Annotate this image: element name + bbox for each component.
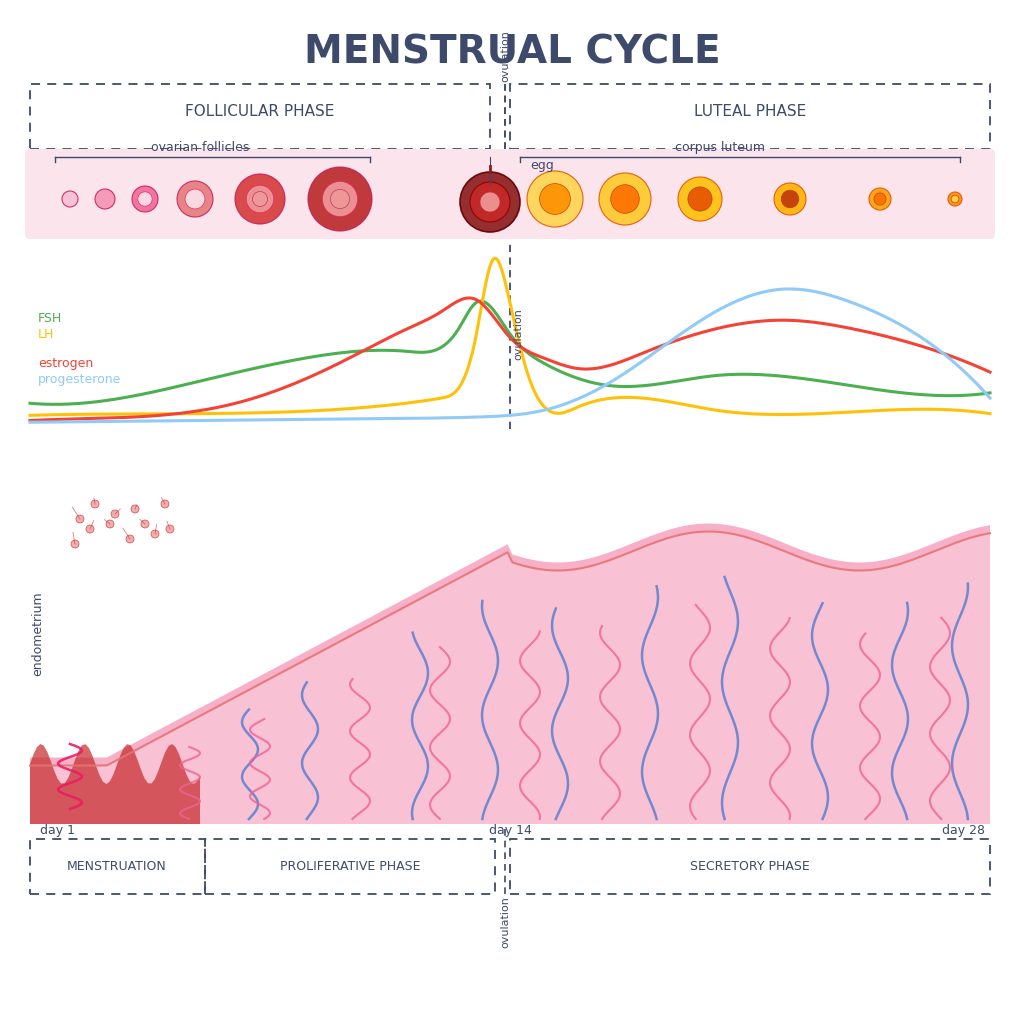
Text: MENSTRUAL CYCLE: MENSTRUAL CYCLE [304, 34, 720, 72]
Circle shape [234, 174, 285, 224]
Circle shape [323, 181, 357, 217]
Text: ovulation: ovulation [500, 896, 510, 948]
Circle shape [132, 186, 158, 212]
Text: egg: egg [530, 160, 554, 172]
Polygon shape [30, 523, 990, 766]
Circle shape [151, 530, 159, 538]
Circle shape [610, 184, 639, 213]
Circle shape [331, 189, 349, 209]
FancyBboxPatch shape [25, 150, 995, 239]
Circle shape [774, 183, 806, 215]
Circle shape [95, 189, 115, 209]
Circle shape [678, 177, 722, 221]
Circle shape [781, 190, 799, 208]
Circle shape [688, 187, 712, 211]
Circle shape [71, 540, 79, 548]
Polygon shape [30, 531, 990, 824]
Circle shape [951, 196, 958, 203]
Text: day 14: day 14 [488, 824, 531, 837]
Text: day 28: day 28 [942, 824, 985, 837]
Circle shape [540, 183, 570, 214]
Circle shape [91, 500, 99, 508]
Circle shape [161, 500, 169, 508]
Text: MENSTRUATION: MENSTRUATION [68, 860, 167, 873]
Text: FSH: FSH [38, 312, 62, 326]
Circle shape [106, 520, 114, 528]
Text: endometrium: endometrium [32, 592, 44, 676]
Circle shape [166, 525, 174, 534]
Circle shape [131, 505, 139, 513]
Circle shape [527, 171, 583, 227]
Circle shape [869, 188, 891, 210]
Circle shape [141, 520, 150, 528]
Polygon shape [30, 744, 200, 824]
Text: PROLIFERATIVE PHASE: PROLIFERATIVE PHASE [280, 860, 420, 873]
Text: ovulation: ovulation [500, 30, 510, 82]
Text: ovarian follicles: ovarian follicles [151, 141, 249, 154]
Circle shape [470, 182, 510, 222]
Text: SECRETORY PHASE: SECRETORY PHASE [690, 860, 810, 873]
Text: FOLLICULAR PHASE: FOLLICULAR PHASE [185, 103, 335, 119]
Circle shape [308, 167, 372, 231]
Text: ovulation: ovulation [513, 308, 523, 360]
Circle shape [138, 191, 153, 206]
Circle shape [480, 193, 500, 212]
Circle shape [599, 173, 651, 225]
Circle shape [111, 510, 119, 518]
Circle shape [126, 535, 134, 543]
Text: LUTEAL PHASE: LUTEAL PHASE [694, 103, 806, 119]
Circle shape [460, 172, 520, 232]
Text: day 1: day 1 [40, 824, 75, 837]
Text: LH: LH [38, 328, 54, 341]
Circle shape [246, 185, 273, 213]
Circle shape [76, 515, 84, 523]
Text: corpus luteum: corpus luteum [675, 141, 765, 154]
Circle shape [86, 525, 94, 534]
Circle shape [948, 193, 962, 206]
Circle shape [873, 193, 886, 205]
Text: estrogen: estrogen [38, 357, 93, 371]
Circle shape [177, 181, 213, 217]
Text: progesterone: progesterone [38, 373, 122, 385]
Circle shape [185, 189, 205, 209]
Circle shape [253, 191, 267, 207]
Circle shape [62, 191, 78, 207]
